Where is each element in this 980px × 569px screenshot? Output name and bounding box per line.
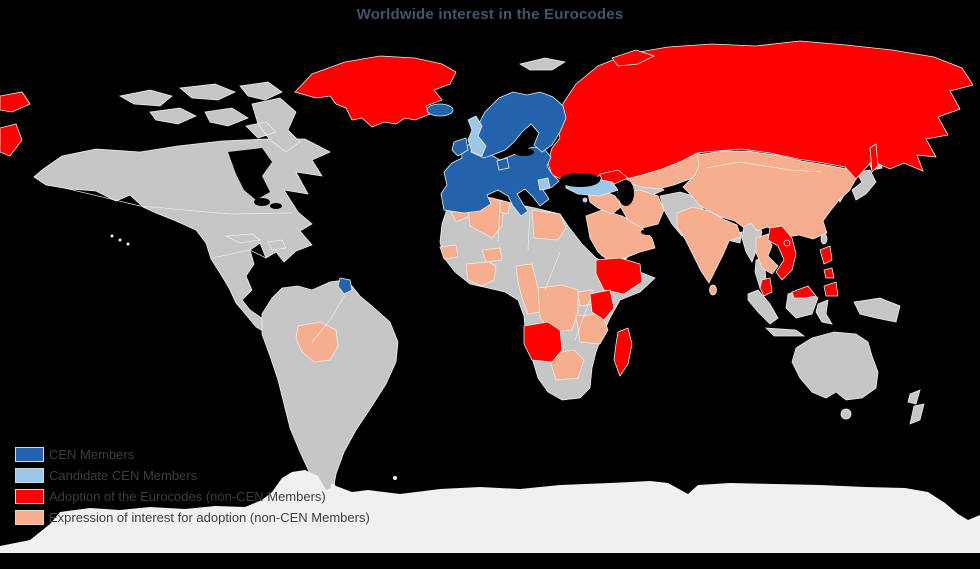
region-malaysia-borneo xyxy=(791,285,817,299)
region-zimbabwe-botswana xyxy=(547,349,585,381)
region-sulawesi xyxy=(815,299,833,325)
region-angola xyxy=(523,321,563,363)
region-kenya xyxy=(589,289,615,321)
inland-seas xyxy=(228,148,655,235)
caspian-sea xyxy=(618,180,634,206)
region-vietnam-laos xyxy=(767,225,797,281)
region-chukotka-wrap xyxy=(0,91,31,157)
region-hispaniola xyxy=(267,239,287,251)
black-sea xyxy=(560,173,600,187)
region-hainan xyxy=(783,239,791,247)
region-china-mongolia xyxy=(682,150,857,240)
hudson-bay xyxy=(228,148,272,200)
region-group-interest xyxy=(295,150,857,381)
region-antarctica xyxy=(0,470,980,553)
internal-borders xyxy=(59,161,823,343)
region-iceland xyxy=(426,103,454,117)
region-india xyxy=(676,206,742,284)
region-group-candidate-members xyxy=(467,115,619,203)
region-group-adoption xyxy=(0,40,974,377)
legend-label-candidate-members: Candidate CEN Members xyxy=(49,468,198,483)
region-scandinavia xyxy=(470,91,567,159)
region-russia-ukraine-belarus xyxy=(547,40,974,184)
region-cyprus xyxy=(582,197,588,203)
legend-label-adoption: Adoption of the Eurocodes (non-CEN Membe… xyxy=(49,489,326,504)
region-french-guiana xyxy=(337,277,353,295)
region-burkina-faso xyxy=(481,247,503,263)
region-ethiopia xyxy=(595,257,643,295)
region-new-zealand xyxy=(907,389,925,425)
region-java xyxy=(764,327,806,337)
region-sumatra xyxy=(747,289,779,325)
page-title: Worldwide interest in the Eurocodes xyxy=(356,6,624,23)
region-denmark xyxy=(496,157,510,171)
island-south-georgia xyxy=(393,476,397,480)
legend-item-adoption: Adoption of the Eurocodes (non-CEN Membe… xyxy=(15,489,326,504)
great-lakes-2 xyxy=(270,203,282,209)
baltic-sea xyxy=(514,148,534,156)
legend-item-interest: Expression of interest for adoption (non… xyxy=(15,510,370,525)
region-madagascar xyxy=(613,327,633,377)
legend-swatch-interest xyxy=(15,510,44,525)
region-greenland xyxy=(294,55,457,128)
region-ivory-coast-ghana xyxy=(465,261,497,287)
region-svalbard xyxy=(518,57,567,71)
region-great-britain xyxy=(467,115,487,157)
region-uganda xyxy=(577,289,593,307)
region-cuba xyxy=(224,233,262,244)
legend-swatch-cen-members xyxy=(15,447,44,462)
island-hawaii-1 xyxy=(110,234,114,238)
legend-item-candidate-members: Candidate CEN Members xyxy=(15,468,197,483)
region-albania-macedonia xyxy=(537,177,551,191)
region-ireland xyxy=(451,137,469,157)
region-caucasus xyxy=(599,169,629,185)
region-arabian-peninsula xyxy=(585,209,656,263)
region-australia xyxy=(791,331,879,401)
region-group-cen-members xyxy=(337,91,567,295)
region-novaya-zemlya xyxy=(611,49,656,67)
region-bolivia xyxy=(295,321,339,363)
region-tasmania xyxy=(840,408,852,420)
region-philippines xyxy=(819,245,839,297)
region-sri-lanka xyxy=(709,284,717,296)
legend-item-cen-members: CEN Members xyxy=(15,447,134,462)
antarctica-group xyxy=(0,234,980,553)
legend-swatch-candidate-members xyxy=(15,468,44,483)
region-sakhalin xyxy=(869,143,879,173)
region-new-guinea xyxy=(853,297,901,323)
legend-label-cen-members: CEN Members xyxy=(49,447,135,462)
region-senegal xyxy=(439,244,459,260)
persian-gulf xyxy=(641,229,655,235)
region-arctic-islands xyxy=(118,81,301,153)
legend-label-interest: Expression of interest for adoption (non… xyxy=(49,510,370,525)
legend-swatch-adoption xyxy=(15,489,44,504)
region-malaysia-peninsula xyxy=(759,277,773,297)
island-falkland xyxy=(330,483,336,489)
island-hawaii-3 xyxy=(126,242,130,246)
region-dr-congo xyxy=(537,284,579,333)
island-hawaii-2 xyxy=(118,238,122,242)
region-egypt xyxy=(531,209,567,241)
great-lakes xyxy=(254,198,270,206)
